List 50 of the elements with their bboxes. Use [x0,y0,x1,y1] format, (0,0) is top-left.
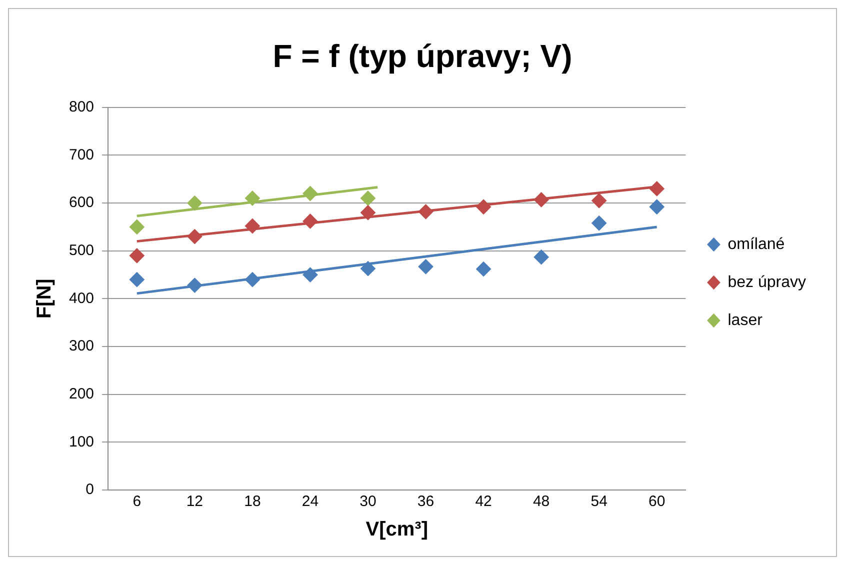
y-tick-label: 400 [68,290,94,307]
point [187,196,202,211]
x-tick-label: 48 [532,493,550,510]
point [418,204,434,220]
legend-label: laser [728,312,764,329]
legend-label: omílané [728,236,785,253]
y-tick-label: 0 [86,481,94,498]
point [476,262,492,277]
y-tick-label: 200 [68,385,94,402]
point [187,229,202,244]
chart-title: F = f (typ úpravy; V) [272,38,572,74]
point [534,192,549,208]
x-tick-label: 18 [244,493,261,510]
x-tick-label: 24 [302,493,319,510]
x-tick-label: 12 [186,493,204,510]
x-tick-label: 36 [417,493,434,510]
x-tick-label: 42 [475,493,492,510]
point [360,190,376,206]
y-axis-title: F[N] [34,278,56,319]
point [418,259,434,274]
point [129,272,144,288]
point [302,267,318,282]
point [244,190,260,206]
point [187,278,202,293]
x-axis-title: V[cm³] [366,518,428,541]
point [302,186,318,201]
y-tick-label: 700 [68,146,94,164]
point [592,193,607,208]
y-tick-label: 600 [68,194,94,212]
point [534,250,549,265]
x-tick-label: 60 [648,493,666,510]
point [244,218,260,234]
point [592,216,607,231]
legend-label: bez úpravy [728,274,806,291]
point [649,199,664,214]
point [649,181,664,196]
y-tick-label: 100 [68,433,94,450]
y-tick-label: 500 [68,242,94,260]
point [302,214,318,229]
point [129,248,144,264]
point [476,199,492,214]
point [244,272,260,288]
x-tick-label: 6 [132,493,142,510]
point [360,205,376,220]
y-tick-label: 800 [68,98,94,116]
point [129,219,144,234]
point [360,261,376,276]
x-tick-label: 30 [360,493,376,510]
x-tick-label: 54 [590,493,608,510]
y-tick-label: 300 [68,338,94,355]
